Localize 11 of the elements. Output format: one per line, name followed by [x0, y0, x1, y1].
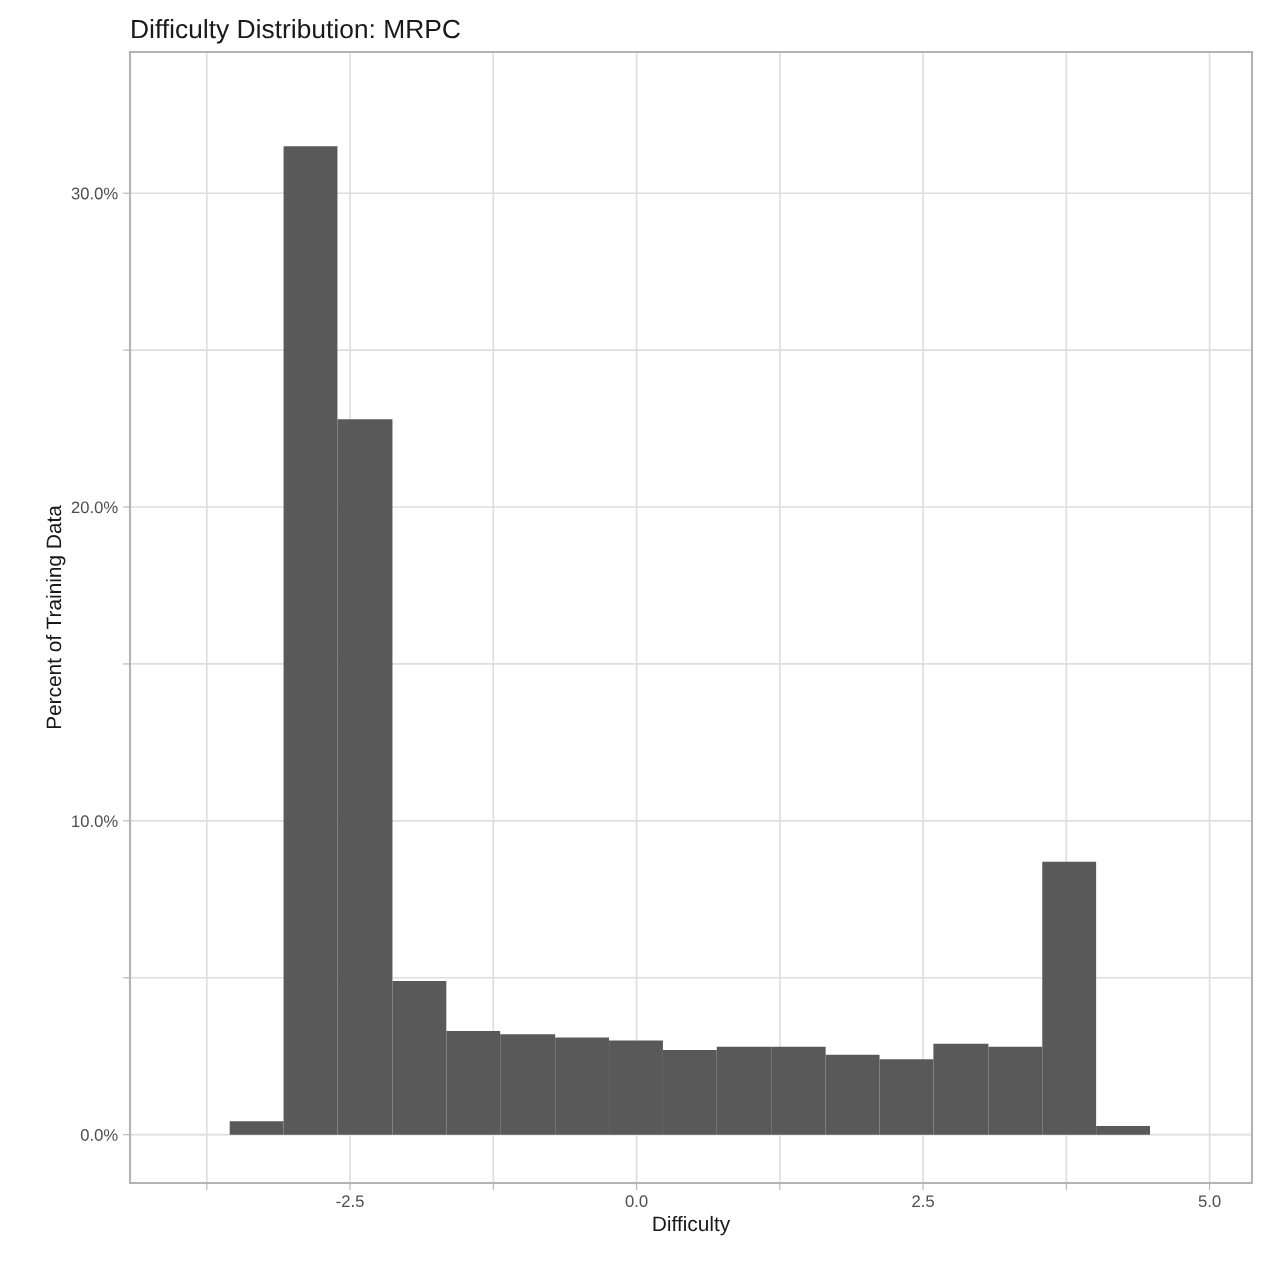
chart-title: Difficulty Distribution: MRPC [132, 18, 460, 44]
y-axis-title: Percent of Training Data [45, 505, 66, 729]
y-tick-label: 30.0% [71, 187, 118, 200]
y-tick-label: 10.0% [72, 815, 118, 828]
x-axis-title: Difficulty [653, 1215, 731, 1236]
y-tick-label: 0.0% [80, 1129, 118, 1141]
x-tick-label: 0.0 [625, 1195, 648, 1208]
x-tick-label: -2.5 [336, 1195, 364, 1208]
x-tick-label: 5.0 [1198, 1195, 1221, 1208]
y-tick-label: 20.0% [71, 501, 118, 514]
x-tick-label: 2.5 [912, 1195, 934, 1208]
